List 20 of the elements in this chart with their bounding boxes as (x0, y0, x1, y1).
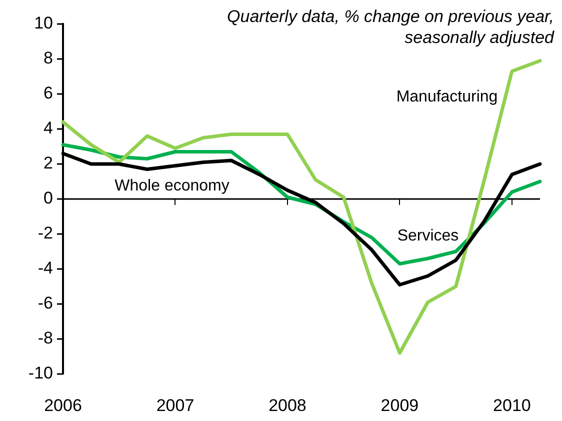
y-tick-label: -6 (38, 294, 53, 313)
y-tick-label: -4 (38, 258, 53, 278)
y-tick-label: -8 (38, 328, 53, 348)
x-tick-label: 2008 (268, 396, 306, 415)
chart-title: Quarterly data, % change on previous year, seasonally adjusted (226, 6, 554, 48)
series-label: Manufacturing (396, 88, 498, 106)
x-tick-label: 2006 (44, 396, 82, 415)
y-tick-label: -2 (38, 224, 53, 243)
y-tick-label: 2 (44, 154, 53, 173)
x-tick-label: 2007 (156, 396, 194, 415)
y-tick-label: 8 (44, 48, 53, 68)
y-tick-label: 6 (44, 84, 53, 103)
series-label: Whole economy (114, 177, 230, 194)
series-label: Services (397, 227, 459, 244)
y-tick-label: 10 (34, 14, 53, 33)
y-tick-label: 0 (44, 188, 53, 208)
y-tick-label: -10 (28, 364, 53, 383)
x-tick-label: 2009 (380, 396, 419, 415)
x-tick-label: 2010 (493, 396, 531, 415)
y-tick-label: 4 (44, 118, 53, 138)
